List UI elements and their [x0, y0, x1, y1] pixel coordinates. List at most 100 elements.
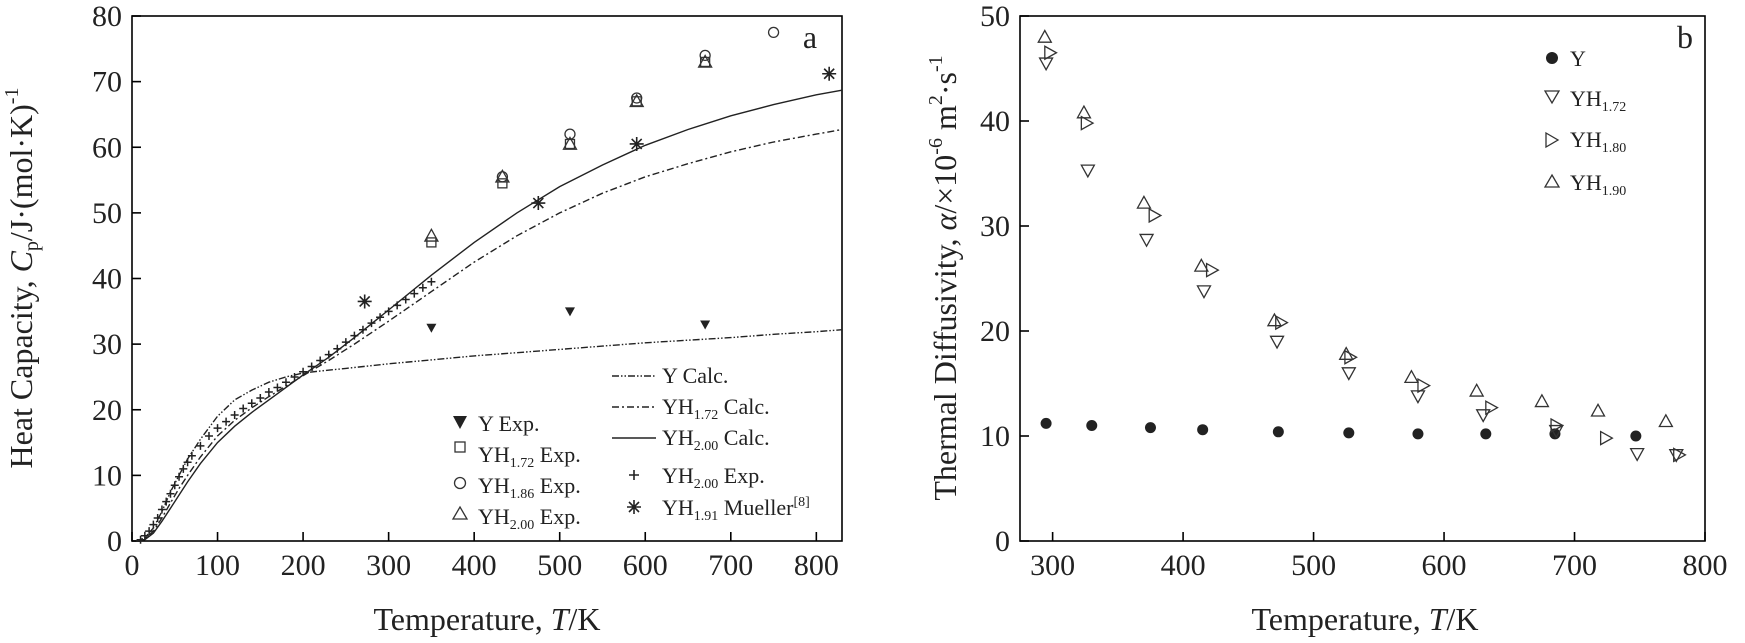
- point-y: [1630, 430, 1642, 442]
- y-tick-label: 40: [980, 105, 1010, 138]
- legend-label: YH1.86 Exp.: [478, 473, 581, 502]
- x-tick-label: 500: [1291, 549, 1336, 582]
- y-tick-label: 30: [92, 328, 122, 361]
- y-tick-label: 20: [92, 394, 122, 427]
- point-yh1-80: [1550, 417, 1565, 434]
- legend-label: Y: [1570, 46, 1586, 71]
- x-tick-label: 800: [1683, 549, 1728, 582]
- point-yh2-00-exp: [629, 93, 645, 108]
- legend-item-y-exp: Y Exp.: [453, 411, 540, 436]
- legend-label: YH1.91 Mueller[8]: [662, 495, 810, 524]
- legend-label: YH1.72 Calc.: [662, 394, 770, 423]
- x-tick-label: 400: [1161, 549, 1206, 582]
- point-yh2-00-exp: [562, 136, 578, 150]
- point-yh2-00-exp: [222, 417, 231, 426]
- x-tick-label: 700: [1552, 549, 1597, 582]
- y-tick-label: 20: [980, 315, 1010, 348]
- point-yh1-90: [1266, 312, 1283, 327]
- point-y-exp: [564, 307, 575, 317]
- point-yh1-72: [1080, 164, 1096, 179]
- point-yh2-00-exp: [410, 289, 419, 298]
- curve-yh1-72-calc-: [136, 128, 843, 542]
- point-yh2-00-exp: [350, 331, 359, 340]
- legend-item-yh190: YH1.90: [1543, 170, 1626, 199]
- legend-label: YH1.80: [1570, 127, 1626, 156]
- point-yh2-00-exp: [281, 378, 290, 387]
- legend-triangle-up-icon: [451, 505, 469, 520]
- point-yh2-00-exp: [324, 350, 333, 359]
- point-yh2-00-exp: [136, 535, 145, 544]
- x-tick-label: 200: [281, 549, 326, 582]
- point-yh2-00-exp: [333, 344, 342, 353]
- legend-markers-a: Y Exp. YH1.72 Exp. YH1.86 Exp. YH2.00 Ex…: [451, 411, 581, 533]
- point-yh2-00-exp: [341, 338, 350, 347]
- legend-triangle-down-icon: [1543, 90, 1561, 105]
- legend-item-y-calc: Y Calc.: [612, 363, 728, 388]
- point-yh2-00-exp: [290, 372, 299, 381]
- panel-label-a: a: [803, 19, 817, 55]
- point-yh1-86-exp: [767, 26, 780, 39]
- point-yh2-00-exp: [175, 472, 184, 481]
- legend-filled-triangle-icon: [453, 416, 467, 429]
- point-yh2-00-exp: [273, 383, 282, 392]
- panel-label-b: b: [1677, 19, 1693, 55]
- legend-curves-a: Y Calc. YH1.72 Calc. YH2.00 Calc. YH2.00…: [612, 363, 810, 524]
- point-yh2-00-exp: [264, 388, 273, 397]
- legend-filled-circle-icon: [1546, 52, 1558, 64]
- point-yh2-00-exp: [423, 228, 440, 242]
- point-yh1-80: [1275, 314, 1289, 331]
- y-tick-label: 0: [995, 525, 1010, 558]
- point-yh1-72: [1038, 57, 1054, 72]
- point-yh1-90: [1338, 346, 1354, 360]
- calc-curves-a: [136, 89, 843, 542]
- point-yh2-00-exp: [494, 168, 511, 183]
- point-yh1-80: [1080, 115, 1095, 131]
- point-yh1-80: [1148, 207, 1163, 224]
- point-y: [1480, 428, 1492, 440]
- point-yh2-00-exp: [149, 520, 158, 529]
- x-tick-label: 300: [366, 549, 411, 582]
- legend-item-yh172-calc: YH1.72 Calc.: [612, 394, 770, 423]
- point-yh1-86-exp: [564, 128, 576, 140]
- legend-item-yh200-exp: YH2.00 Exp.: [451, 504, 581, 533]
- legend-label: Y Calc.: [662, 363, 728, 388]
- legend-label: YH2.00 Exp.: [478, 504, 581, 533]
- legend-item-yh200-exp-plus: YH2.00 Exp.: [629, 463, 765, 492]
- curve-yh2-00-calc-: [136, 89, 843, 542]
- point-yh1-72-exp: [426, 237, 437, 248]
- y-axis-label-a: Heat Capacity, Cp/J·(mol·K)-1: [1, 88, 43, 469]
- y-tick-label: 50: [980, 0, 1010, 33]
- point-yh2-00-exp: [427, 277, 436, 286]
- y-tick-label: 0: [107, 525, 122, 558]
- legend-item-y: Y: [1546, 46, 1586, 71]
- legend-plus-icon: [629, 470, 639, 480]
- point-y-exp: [426, 323, 437, 333]
- point-yh2-00-exp: [401, 295, 410, 304]
- axis-ticks-a: 0 100 200 300 400 500 600 700 800 0 10 20 30 40 50 60 70…: [92, 0, 839, 582]
- x-axis-label-a: Temperature, T/K: [373, 601, 600, 637]
- y-tick-label: 10: [92, 459, 122, 492]
- point-y-exp: [700, 320, 711, 330]
- point-yh1-86-exp: [699, 49, 711, 62]
- point-y: [1412, 428, 1424, 440]
- x-tick-label: 300: [1030, 549, 1075, 582]
- point-yh2-00-exp: [239, 404, 248, 413]
- point-yh2-00-exp: [183, 458, 192, 467]
- point-yh1-72-exp: [699, 56, 711, 68]
- point-yh2-00-exp: [307, 362, 316, 371]
- point-yh2-00-exp: [145, 527, 154, 536]
- point-yh2-00-exp: [256, 393, 265, 402]
- point-yh1-91-mueller-8: [531, 196, 546, 211]
- legend-item-yh172: YH1.72: [1543, 86, 1626, 115]
- point-yh2-00-exp: [367, 319, 376, 328]
- point-yh2-00-exp: [376, 313, 385, 322]
- point-yh2-00-exp: [140, 531, 149, 540]
- point-yh2-00-exp: [162, 497, 171, 506]
- point-yh1-91-mueller-8: [822, 66, 837, 81]
- x-tick-label: 600: [1422, 549, 1467, 582]
- point-y: [1144, 422, 1156, 434]
- point-yh2-00-exp: [393, 301, 402, 310]
- x-tick-label: 600: [623, 549, 668, 582]
- point-yh2-00-exp: [157, 505, 166, 514]
